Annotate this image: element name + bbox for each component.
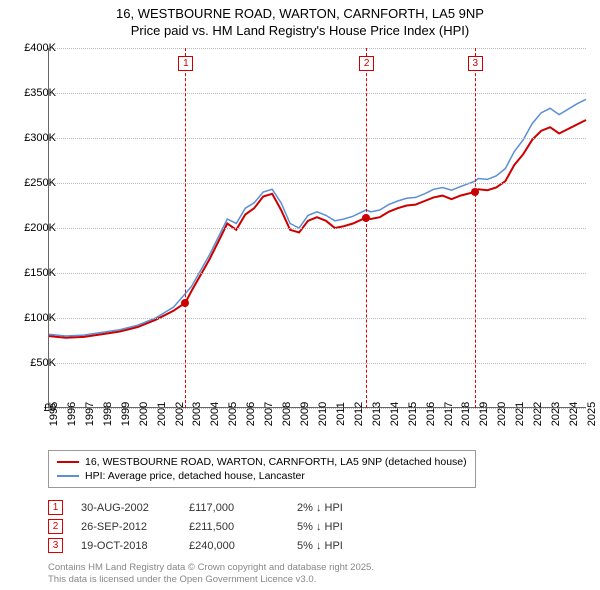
- plot-area: 1 2 3: [48, 48, 586, 408]
- y-axis-label: £150K: [8, 267, 56, 279]
- transaction-table: 1 30-AUG-2002 £117,000 2% ↓ HPI 2 26-SEP-2012…: [48, 500, 397, 557]
- transaction-pct: 5% ↓ HPI: [297, 540, 397, 552]
- sale-marker: [181, 299, 189, 307]
- x-axis-label: 2003: [191, 402, 203, 426]
- transaction-date: 30-AUG-2002: [81, 502, 171, 514]
- x-axis-label: 2005: [227, 402, 239, 426]
- legend-swatch: [57, 475, 79, 477]
- x-axis-label: 2018: [460, 402, 472, 426]
- gridline-h: [48, 48, 586, 49]
- x-axis-label: 2013: [371, 402, 383, 426]
- x-axis-label: 2022: [532, 402, 544, 426]
- title-line-2: Price paid vs. HM Land Registry's House …: [131, 23, 469, 38]
- gridline-h: [48, 138, 586, 139]
- legend-label: 16, WESTBOURNE ROAD, WARTON, CARNFORTH, …: [85, 456, 467, 468]
- y-axis-label: £300K: [8, 132, 56, 144]
- reference-line: [475, 48, 476, 408]
- x-axis-label: 2007: [263, 402, 275, 426]
- x-axis-label: 2010: [317, 402, 329, 426]
- reference-marker-box: 3: [468, 56, 483, 71]
- y-axis-label: £200K: [8, 222, 56, 234]
- legend-item: HPI: Average price, detached house, Lanc…: [57, 469, 467, 483]
- legend-swatch: [57, 461, 79, 463]
- x-axis-label: 2021: [514, 402, 526, 426]
- x-axis-label: 2020: [496, 402, 508, 426]
- transaction-row: 3 19-OCT-2018 £240,000 5% ↓ HPI: [48, 538, 397, 553]
- chart-container: 16, WESTBOURNE ROAD, WARTON, CARNFORTH, …: [0, 0, 600, 590]
- sale-marker: [362, 214, 370, 222]
- transaction-row: 1 30-AUG-2002 £117,000 2% ↓ HPI: [48, 500, 397, 515]
- reference-line: [366, 48, 367, 408]
- y-axis-label: £100K: [8, 312, 56, 324]
- x-axis-label: 2015: [407, 402, 419, 426]
- reference-marker-box: 1: [178, 56, 193, 71]
- transaction-ref-box: 3: [48, 538, 63, 553]
- x-axis-label: 2002: [174, 402, 186, 426]
- legend-box: 16, WESTBOURNE ROAD, WARTON, CARNFORTH, …: [48, 450, 476, 488]
- transaction-price: £240,000: [189, 540, 279, 552]
- x-axis-label: 1999: [120, 402, 132, 426]
- reference-marker-box: 2: [359, 56, 374, 71]
- x-axis-label: 2008: [281, 402, 293, 426]
- x-axis-label: 2009: [299, 402, 311, 426]
- title-line-1: 16, WESTBOURNE ROAD, WARTON, CARNFORTH, …: [116, 6, 484, 21]
- reference-line: [185, 48, 186, 408]
- x-axis-label: 2001: [156, 402, 168, 426]
- transaction-date: 26-SEP-2012: [81, 521, 171, 533]
- transaction-price: £117,000: [189, 502, 279, 514]
- gridline-h: [48, 228, 586, 229]
- gridline-h: [48, 273, 586, 274]
- legend-label: HPI: Average price, detached house, Lanc…: [85, 470, 305, 482]
- transaction-pct: 5% ↓ HPI: [297, 521, 397, 533]
- x-axis-label: 2025: [586, 402, 598, 426]
- gridline-h: [48, 93, 586, 94]
- transaction-pct: 2% ↓ HPI: [297, 502, 397, 514]
- transaction-price: £211,500: [189, 521, 279, 533]
- y-axis-label: £350K: [8, 87, 56, 99]
- legend-item: 16, WESTBOURNE ROAD, WARTON, CARNFORTH, …: [57, 455, 467, 469]
- gridline-h: [48, 183, 586, 184]
- footer-line-2: This data is licensed under the Open Gov…: [48, 574, 316, 585]
- transaction-row: 2 26-SEP-2012 £211,500 5% ↓ HPI: [48, 519, 397, 534]
- gridline-h: [48, 318, 586, 319]
- x-axis-label: 2000: [138, 402, 150, 426]
- y-axis-label: £400K: [8, 42, 56, 54]
- x-axis-label: 2023: [550, 402, 562, 426]
- y-axis-label: £250K: [8, 177, 56, 189]
- x-axis-label: 2006: [245, 402, 257, 426]
- x-axis-label: 1995: [48, 402, 60, 426]
- x-axis-label: 2011: [335, 402, 347, 426]
- y-axis-label: £50K: [8, 357, 56, 369]
- x-axis-label: 2014: [389, 402, 401, 426]
- x-axis-label: 2017: [443, 402, 455, 426]
- footer-line-1: Contains HM Land Registry data © Crown c…: [48, 562, 374, 573]
- gridline-h: [48, 363, 586, 364]
- footer-attribution: Contains HM Land Registry data © Crown c…: [48, 562, 374, 586]
- x-axis-label: 2024: [568, 402, 580, 426]
- sale-marker: [471, 188, 479, 196]
- x-axis-label: 1996: [66, 402, 78, 426]
- transaction-ref-box: 1: [48, 500, 63, 515]
- x-axis-label: 2004: [209, 402, 221, 426]
- x-axis-label: 1997: [84, 402, 96, 426]
- x-axis-label: 1998: [102, 402, 114, 426]
- x-axis-label: 2016: [425, 402, 437, 426]
- transaction-date: 19-OCT-2018: [81, 540, 171, 552]
- x-axis-label: 2012: [353, 402, 365, 426]
- chart-title: 16, WESTBOURNE ROAD, WARTON, CARNFORTH, …: [0, 0, 600, 40]
- transaction-ref-box: 2: [48, 519, 63, 534]
- x-axis-label: 2019: [478, 402, 490, 426]
